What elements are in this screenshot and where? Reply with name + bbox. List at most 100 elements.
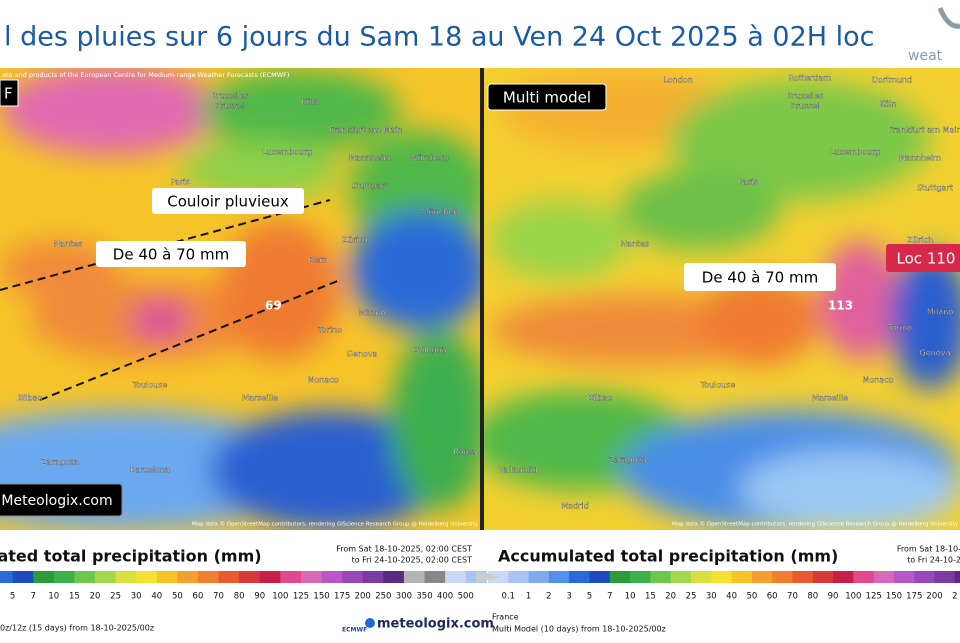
logo-mark [937, 7, 960, 29]
city-label: Rotterdam [789, 74, 831, 83]
loc-badge-box [886, 244, 960, 272]
city-label: Nantes [54, 240, 82, 249]
scale-label: 40 [151, 592, 162, 602]
city-label: Köln [879, 100, 896, 109]
color-cell [853, 571, 875, 583]
color-cell [156, 571, 178, 583]
city-label: Mannheim [899, 154, 941, 163]
legend-to: to Fri 24-10-2025, 02:00 CEST [352, 556, 473, 565]
color-cell [873, 571, 895, 583]
scale-label: 90 [254, 592, 265, 602]
city-label: Mannheim [349, 154, 391, 163]
logo: weat [908, 48, 943, 64]
city-label: London [663, 76, 692, 85]
scale-label: 80 [807, 592, 818, 602]
annotation-box [152, 188, 304, 214]
city-label: Toulouse [700, 381, 736, 390]
scale-label: 70 [213, 592, 224, 602]
legend-region: France [492, 613, 519, 622]
city-label: Bilbao [18, 394, 43, 403]
scale-label: 2 [952, 592, 957, 602]
city-label: Luxembourg [830, 148, 880, 157]
scale-label: 30 [131, 592, 142, 602]
color-cell [954, 571, 960, 583]
color-cell [403, 571, 426, 583]
city-label: Nürnberg [411, 154, 449, 163]
scale-label: 100 [845, 592, 861, 602]
color-cell [12, 571, 34, 583]
ecmwf-logo: ECMWF [342, 627, 367, 634]
city-label: Bilbao [588, 394, 613, 403]
color-cell [914, 571, 936, 583]
legend-from: From Sat 18-10-2025, 02:00 CEST [336, 545, 472, 554]
map-credit: Map data © OpenStreetMap contributors, r… [672, 521, 959, 528]
annotation-box [96, 241, 246, 267]
scale-label: 350 [416, 592, 432, 602]
city-label: Köln [301, 98, 318, 107]
city-label: Brussel [790, 102, 819, 111]
color-cell [609, 571, 631, 583]
color-cell [711, 571, 733, 583]
annotation: De 40 à 70 mm [702, 269, 818, 287]
scale-label: 300 [396, 592, 412, 602]
color-cell [362, 571, 384, 583]
city-label: Milano [359, 309, 385, 318]
badge-box [0, 483, 123, 517]
city-label: Paris [738, 178, 757, 187]
city-label: Zürich [342, 236, 368, 245]
map-tag: F [4, 85, 13, 103]
color-cell [424, 571, 446, 583]
scale-label: 30 [706, 592, 717, 602]
color-cell [751, 571, 773, 583]
color-cell [321, 571, 343, 583]
scale-label: 25 [110, 592, 121, 602]
legend-arrow [476, 571, 500, 583]
scale-label: 175 [334, 592, 350, 602]
brand: meteologix.com [377, 617, 494, 632]
city-label: Stuttgart [917, 184, 953, 193]
scale-label: 10 [625, 592, 636, 602]
city-label: Marseille [242, 394, 278, 403]
scale-label: 0.1 [502, 592, 516, 602]
color-cell [94, 571, 117, 583]
color-cell [934, 571, 956, 583]
color-cell [548, 571, 570, 583]
map-tag-box [487, 83, 607, 111]
map-credit: Map data © OpenStreetMap contributors, r… [192, 521, 479, 528]
color-cell [893, 571, 915, 583]
color-cell [197, 571, 220, 583]
city-label: Valladolid [499, 466, 538, 475]
legend-title: Accumulated total precipitation (mm) [498, 547, 838, 566]
max-label: 113 [828, 299, 853, 313]
scale-label: 60 [767, 592, 778, 602]
color-cell [177, 571, 199, 583]
city-label: Torino [317, 326, 342, 335]
city-label: Monaco [862, 376, 893, 385]
scale-label: 60 [193, 592, 204, 602]
map-tag: Multi model [503, 89, 591, 107]
annotation: De 40 à 70 mm [113, 246, 229, 264]
scale-label: 125 [866, 592, 882, 602]
legend-from: From Sat 18-10- [897, 545, 960, 554]
color-cell [833, 571, 854, 583]
scale-label: 125 [293, 592, 309, 602]
city-label: Nantes [621, 240, 649, 249]
city-label: Barcelona [130, 466, 170, 475]
city-label: Zaragoza [609, 456, 647, 465]
city-label: Dortmund [872, 76, 913, 85]
scale-label: 50 [172, 592, 183, 602]
city-label: Paris [170, 178, 189, 187]
tag-box [0, 79, 19, 107]
attribution: ata and products of the European Centre … [2, 71, 289, 79]
scale-label: 200 [355, 592, 371, 602]
city-label: Torino [887, 324, 912, 333]
city-label: Genova [347, 350, 378, 359]
color-cell [812, 571, 834, 583]
scale-label: 10 [48, 592, 59, 602]
city-label: Toulouse [132, 381, 168, 390]
scale-label: 150 [886, 592, 902, 602]
color-cell [136, 571, 158, 583]
title: l des pluies sur 6 jours du Sam 18 au Ve… [4, 22, 875, 53]
scale-label: 250 [375, 592, 391, 602]
